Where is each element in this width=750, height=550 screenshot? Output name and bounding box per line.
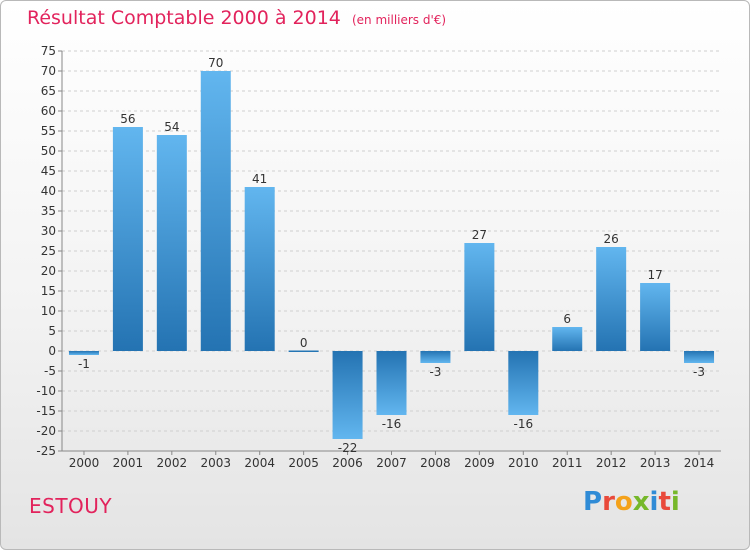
- bar: [200, 71, 231, 351]
- data-label: -1: [78, 357, 90, 371]
- logo-letter: r: [602, 487, 615, 517]
- data-label: 41: [252, 172, 267, 186]
- y-tick-label: 30: [41, 224, 56, 238]
- bar: [156, 135, 187, 351]
- y-tick-label: -5: [44, 364, 56, 378]
- data-label: 17: [647, 268, 662, 282]
- bar: [376, 351, 407, 415]
- x-tick-label: 2010: [508, 456, 539, 470]
- x-tick-label: 2008: [420, 456, 451, 470]
- x-tick-label: 2004: [244, 456, 275, 470]
- data-label: 27: [472, 228, 487, 242]
- bar: [288, 350, 319, 352]
- data-label: -16: [382, 417, 402, 431]
- data-label: 6: [563, 312, 571, 326]
- x-tick-label: 2000: [69, 456, 100, 470]
- y-tick-label: 45: [41, 164, 56, 178]
- data-label: -16: [513, 417, 533, 431]
- y-tick-label: 10: [41, 304, 56, 318]
- y-tick-label: 70: [41, 64, 56, 78]
- commune-name: ESTOUY: [29, 494, 113, 518]
- logo-letter: o: [614, 487, 633, 517]
- chart-subtitle: (en milliers d'€): [351, 13, 447, 27]
- logo-letter: i: [670, 487, 680, 517]
- x-tick-label: 2009: [464, 456, 495, 470]
- x-tick-label: 2014: [684, 456, 715, 470]
- y-tick-label: -25: [36, 444, 56, 458]
- y-tick-label: 40: [41, 184, 56, 198]
- title-row: Résultat Comptable 2000 à 2014 (en milli…: [27, 7, 446, 29]
- y-tick-label: 60: [41, 104, 56, 118]
- data-label: 0: [300, 336, 308, 350]
- y-tick-label: -10: [36, 384, 56, 398]
- bar: [684, 351, 715, 363]
- y-tick-label: 35: [41, 204, 56, 218]
- x-tick-label: 2005: [288, 456, 319, 470]
- data-label: -3: [429, 365, 441, 379]
- y-tick-label: 75: [41, 44, 56, 58]
- bars: [68, 71, 715, 439]
- data-label: -22: [338, 441, 358, 455]
- y-tick-label: 25: [41, 244, 56, 258]
- bar: [508, 351, 539, 415]
- bar: [244, 187, 275, 351]
- x-tick-label: 2006: [332, 456, 363, 470]
- y-tick-label: -15: [36, 404, 56, 418]
- logo-letter: i: [649, 487, 659, 517]
- data-label: 26: [604, 232, 619, 246]
- y-tick-label: -20: [36, 424, 56, 438]
- logo-letter: t: [658, 487, 671, 517]
- axes: [58, 50, 721, 455]
- y-tick-label: 50: [41, 144, 56, 158]
- proxiti-logo: Proxiti: [583, 487, 680, 517]
- bar: [112, 127, 143, 351]
- chart-title: Résultat Comptable 2000 à 2014: [27, 7, 341, 29]
- data-label: 54: [164, 120, 179, 134]
- data-label: 70: [208, 56, 223, 70]
- bar: [332, 351, 363, 439]
- data-label: -3: [693, 365, 705, 379]
- bar: [464, 243, 495, 351]
- y-tick-label: 55: [41, 124, 56, 138]
- x-tick-label: 2001: [113, 456, 144, 470]
- bar: [420, 351, 451, 363]
- bar: [640, 283, 671, 351]
- bar: [68, 351, 99, 355]
- y-tick-label: 15: [41, 284, 56, 298]
- bar: [552, 327, 583, 351]
- logo-letter: P: [583, 487, 603, 517]
- x-tick-label: 2012: [596, 456, 627, 470]
- y-tick-label: 5: [48, 324, 56, 338]
- labels: -25-20-15-10-505101520253035404550556065…: [36, 44, 714, 470]
- y-tick-label: 0: [48, 344, 56, 358]
- y-tick-label: 65: [41, 84, 56, 98]
- logo-letter: x: [632, 487, 650, 517]
- bar: [596, 247, 627, 351]
- x-tick-label: 2011: [552, 456, 583, 470]
- x-tick-label: 2002: [157, 456, 188, 470]
- x-tick-label: 2013: [640, 456, 671, 470]
- x-tick-label: 2007: [376, 456, 407, 470]
- data-label: 56: [120, 112, 135, 126]
- y-tick-label: 20: [41, 264, 56, 278]
- x-tick-label: 2003: [200, 456, 231, 470]
